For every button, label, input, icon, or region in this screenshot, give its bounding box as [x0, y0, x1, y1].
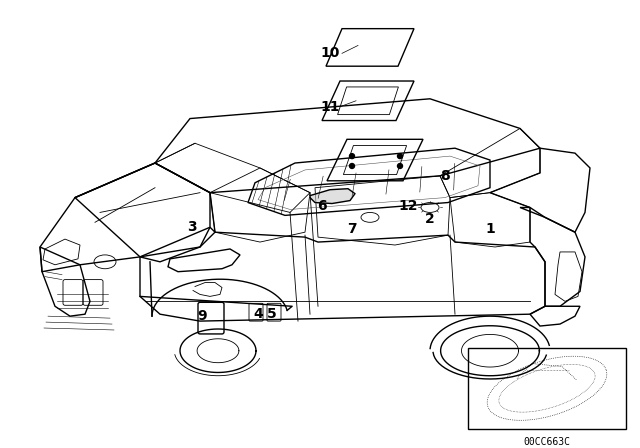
Text: 12: 12: [398, 198, 418, 212]
Text: 5: 5: [267, 307, 277, 321]
Text: 7: 7: [347, 222, 357, 236]
Text: 4: 4: [253, 307, 263, 321]
Circle shape: [349, 164, 355, 168]
Circle shape: [397, 164, 403, 168]
Text: 9: 9: [197, 309, 207, 323]
Text: 8: 8: [440, 169, 450, 183]
Text: 11: 11: [320, 100, 340, 114]
Text: 6: 6: [317, 198, 327, 212]
Bar: [468, 348, 626, 429]
Text: 1: 1: [485, 222, 495, 236]
Circle shape: [349, 154, 355, 159]
Circle shape: [397, 154, 403, 159]
Text: 2: 2: [425, 212, 435, 226]
Text: 10: 10: [320, 46, 340, 60]
Text: 3: 3: [187, 220, 197, 234]
Text: 00CC663C: 00CC663C: [524, 437, 570, 447]
Polygon shape: [310, 189, 355, 203]
